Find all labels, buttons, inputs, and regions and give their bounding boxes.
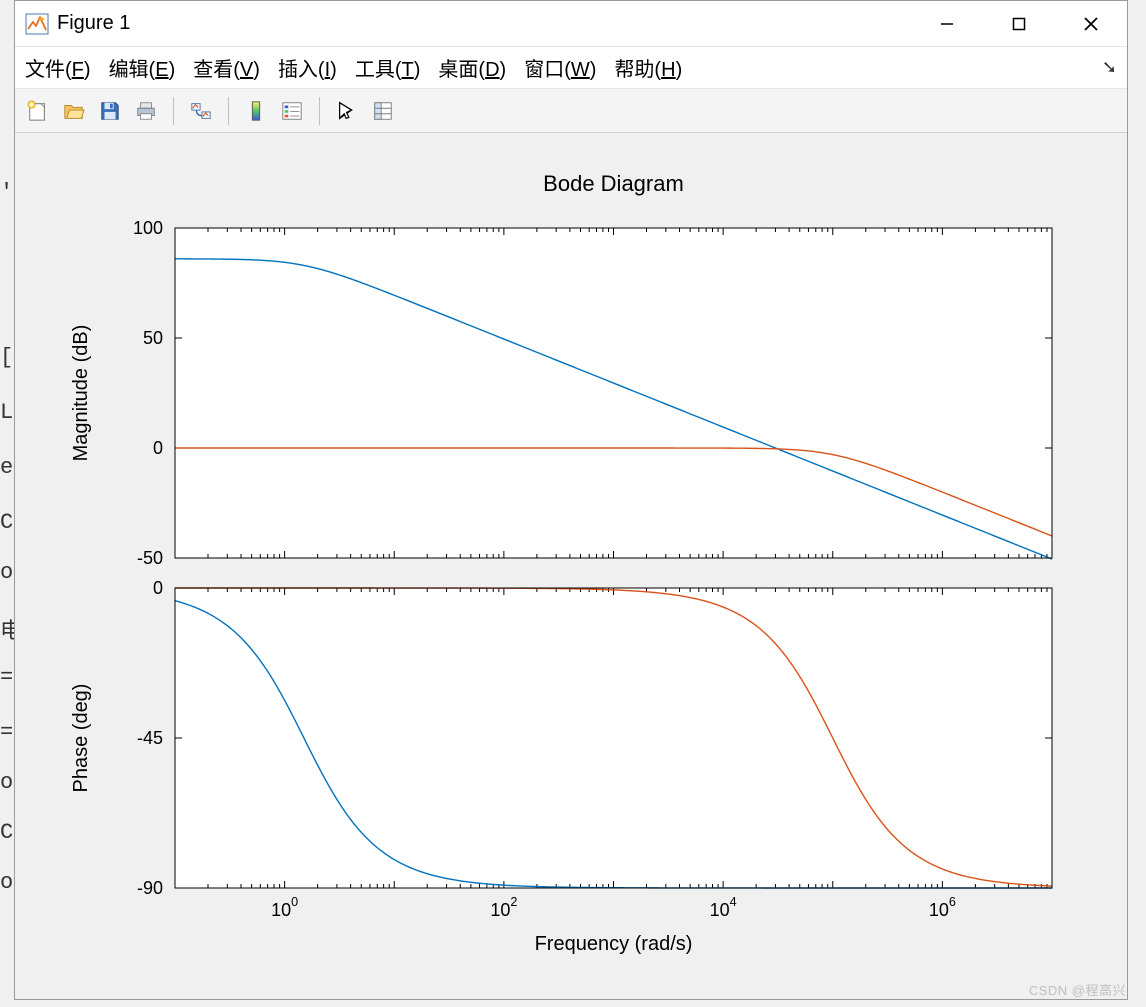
svg-text:Magnitude (dB): Magnitude (dB) bbox=[70, 325, 92, 462]
matlab-icon bbox=[25, 12, 49, 36]
menu-d[interactable]: 桌面(D) bbox=[438, 53, 506, 82]
svg-text:Bode Diagram: Bode Diagram bbox=[543, 171, 684, 196]
window-controls bbox=[911, 1, 1127, 46]
new-figure-button[interactable] bbox=[23, 96, 53, 126]
menu-e[interactable]: 编辑(E) bbox=[109, 53, 176, 82]
menu-f[interactable]: 文件(F) bbox=[25, 53, 91, 82]
dock-icon[interactable]: ➘ bbox=[1102, 57, 1117, 78]
svg-text:-90: -90 bbox=[137, 878, 163, 898]
open-button[interactable] bbox=[59, 96, 89, 126]
minimize-button[interactable] bbox=[911, 1, 983, 46]
svg-text:-45: -45 bbox=[137, 728, 163, 748]
maximize-button[interactable] bbox=[983, 1, 1055, 46]
print-button[interactable] bbox=[131, 96, 161, 126]
background-glyph: = bbox=[0, 665, 13, 690]
menu-t[interactable]: 工具(T) bbox=[355, 53, 421, 82]
menubar: 文件(F) 编辑(E) 查看(V) 插入(I) 工具(T) 桌面(D) 窗口(W) 帮助(H)… bbox=[15, 47, 1127, 89]
background-glyph: e bbox=[0, 455, 13, 480]
link-axes-button[interactable] bbox=[186, 96, 216, 126]
background-glyph: [ bbox=[0, 345, 13, 370]
background-glyph: C bbox=[0, 510, 13, 535]
open-property-inspector-button[interactable] bbox=[368, 96, 398, 126]
watermark: CSDN @程高兴 bbox=[1029, 980, 1126, 999]
window-title: Figure 1 bbox=[57, 12, 130, 35]
menu-i[interactable]: 插入(I) bbox=[278, 53, 337, 82]
svg-text:100: 100 bbox=[133, 218, 163, 238]
titlebar: Figure 1 bbox=[15, 1, 1127, 47]
toolbar-separator bbox=[173, 97, 174, 125]
toolbar-separator bbox=[319, 97, 320, 125]
toolbar-separator bbox=[228, 97, 229, 125]
menu-h[interactable]: 帮助(H) bbox=[614, 53, 682, 82]
figure-window: Figure 1 文件(F) 编辑(E) 查看(V) 插入(I) 工具(T) 桌面(D) 窗… bbox=[14, 0, 1128, 1000]
figure-area[interactable]: Bode Diagram -50 0 50 100 Magnitude (dB) -90 -4… bbox=[15, 133, 1127, 999]
svg-text:0: 0 bbox=[153, 578, 163, 598]
background-glyph: C bbox=[0, 820, 13, 845]
edit-plot-button[interactable] bbox=[332, 96, 362, 126]
svg-text:Frequency (rad/s): Frequency (rad/s) bbox=[535, 933, 693, 955]
svg-text:Phase (deg): Phase (deg) bbox=[70, 684, 92, 793]
svg-text:0: 0 bbox=[153, 438, 163, 458]
insert-colorbar-button[interactable] bbox=[241, 96, 271, 126]
toolbar bbox=[15, 89, 1127, 133]
save-button[interactable] bbox=[95, 96, 125, 126]
close-button[interactable] bbox=[1055, 1, 1127, 46]
background-glyph: L bbox=[0, 400, 13, 425]
svg-text:50: 50 bbox=[143, 328, 163, 348]
bode-plot: Bode Diagram -50 0 50 100 Magnitude (dB) -90 -4… bbox=[15, 133, 1127, 999]
menu-v[interactable]: 查看(V) bbox=[193, 53, 260, 82]
background-glyph: o bbox=[0, 770, 13, 795]
insert-legend-button[interactable] bbox=[277, 96, 307, 126]
svg-text:-50: -50 bbox=[137, 548, 163, 568]
menu-w[interactable]: 窗口(W) bbox=[524, 53, 596, 82]
